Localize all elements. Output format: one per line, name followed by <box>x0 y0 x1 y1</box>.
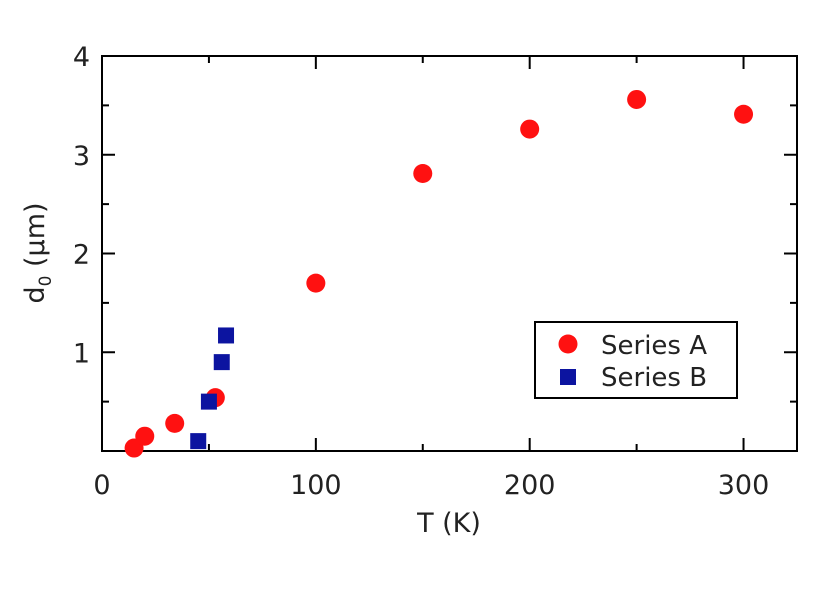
series-a-point <box>627 89 647 109</box>
series-a-point <box>734 104 754 124</box>
y-axis-label: d0 (µm) <box>20 202 56 303</box>
x-axis-label: T (K) <box>416 508 481 539</box>
series-a-point <box>306 273 326 293</box>
x-tick-label: 300 <box>718 470 770 501</box>
y-tick-label: 1 <box>73 338 90 369</box>
legend-label-series-a: Series A <box>601 331 707 361</box>
series-a-point <box>165 413 185 433</box>
x-tick-label: 200 <box>504 470 556 501</box>
legend: Series A Series B <box>534 321 738 399</box>
legend-label-series-b: Series B <box>601 363 707 393</box>
y-axis-label-main: d <box>20 286 51 303</box>
legend-marker-series-b <box>560 369 576 385</box>
axis-tick-labels: 0 100 200 300 1 2 3 4 <box>73 42 769 501</box>
x-tick-label: 0 <box>93 470 110 501</box>
y-axis-label-unit: (µm) <box>20 202 51 275</box>
data-markers <box>124 89 754 458</box>
y-axis-label-subscript: 0 <box>36 276 56 287</box>
x-tick-label: 100 <box>290 470 342 501</box>
y-tick-label: 4 <box>73 42 90 73</box>
axis-ticks <box>101 55 797 451</box>
series-b-point <box>190 433 207 450</box>
series-b-point <box>200 393 217 410</box>
series-b-point <box>218 327 235 344</box>
series-b-point <box>213 354 230 371</box>
legend-marker-series-a <box>558 334 578 354</box>
series-a-point <box>135 426 155 446</box>
y-tick-label: 2 <box>73 240 90 271</box>
series-a-point <box>520 119 540 139</box>
y-tick-label: 3 <box>73 141 90 172</box>
series-a-point <box>413 164 433 184</box>
